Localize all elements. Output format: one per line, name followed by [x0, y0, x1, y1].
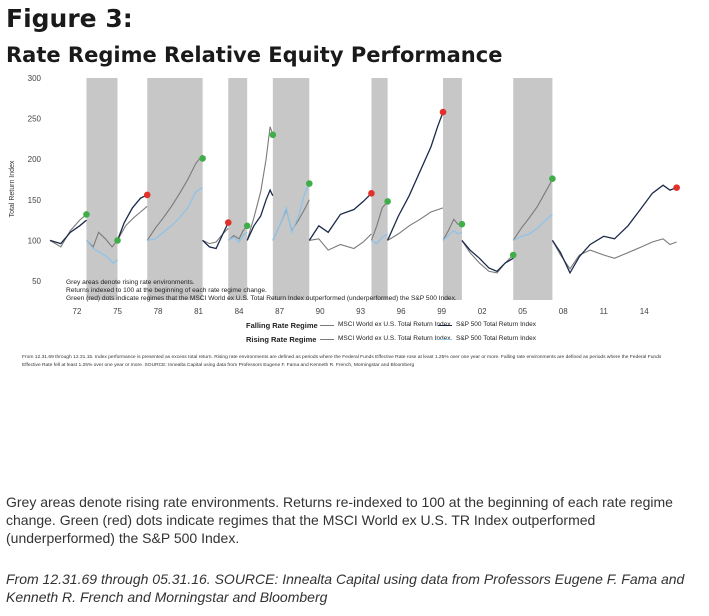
- sp500-line-regime-12: [461, 239, 514, 273]
- sp500-line-regime-7: [272, 183, 310, 241]
- figure-label: Figure 3:: [6, 4, 133, 33]
- legend-swatch-sp-rising: [438, 339, 452, 340]
- rising-rate-shade-6: [513, 78, 553, 300]
- sp500-line-regime-9: [371, 233, 388, 245]
- rising-rate-shade-3: [272, 78, 310, 300]
- y-tick-150: 150: [28, 196, 42, 205]
- legend-swatch-msci-rising: [320, 339, 334, 340]
- outperform-dot-6: [269, 131, 277, 139]
- legend-falling-label: Falling Rate Regime: [246, 321, 318, 330]
- underperform-dot-14: [673, 184, 680, 191]
- msci-line-regime-10: [387, 207, 444, 241]
- figure-caption: Grey areas denote rising rate environmen…: [6, 494, 673, 546]
- legend-msci-falling-label: MSCI World ex U.S. Total Return Index: [338, 321, 451, 328]
- chart-annotation-line-2: Green (red) dots indicate regimes that t…: [66, 295, 457, 302]
- x-tick-87: 87: [275, 307, 284, 316]
- msci-line-regime-8: [309, 233, 372, 251]
- x-tick-90: 90: [316, 307, 325, 316]
- y-axis-label: Total Return Index: [9, 160, 16, 217]
- x-tick-11: 11: [600, 307, 609, 316]
- rising-rate-shade-4: [371, 78, 388, 300]
- outperform-dot-13: [549, 175, 556, 182]
- underperform-dot-2: [143, 191, 151, 199]
- msci-line-regime-0: [49, 213, 87, 248]
- figure-title: Rate Regime Relative Equity Performance: [6, 43, 503, 67]
- outperform-dot-11: [458, 220, 466, 228]
- underperform-dot-10: [439, 108, 447, 116]
- sp500-line-regime-10: [387, 111, 444, 241]
- rate-regime-chart: 300 250 200 150 100 50 Total Return Index 72 75 7…: [9, 74, 680, 316]
- x-tick-84: 84: [235, 307, 244, 316]
- sp500-line-regime-6: [246, 188, 274, 241]
- msci-line-regime-12: [461, 240, 514, 274]
- x-tick-75: 75: [113, 307, 122, 316]
- outperform-dot-12: [509, 251, 517, 259]
- y-tick-300: 300: [28, 74, 42, 83]
- sp500-line-regime-5: [227, 231, 248, 244]
- legend-msci-rising-label: MSCI World ex U.S. Total Return Index: [338, 335, 451, 342]
- msci-line-regime-2: [117, 205, 148, 241]
- y-tick-250: 250: [28, 115, 42, 124]
- sp500-line-regime-8: [308, 192, 372, 241]
- underperform-dot-4: [224, 219, 232, 226]
- x-tick-99: 99: [437, 307, 446, 316]
- outperform-dot-5: [243, 222, 251, 230]
- y-tick-200: 200: [28, 155, 42, 164]
- rising-rate-shade-2: [228, 78, 248, 300]
- legend-swatch-msci-falling: [320, 325, 334, 326]
- x-tick-81: 81: [194, 307, 203, 316]
- x-tick-78: 78: [154, 307, 163, 316]
- sp500-line-regime-14: [551, 184, 677, 275]
- sp500-line-regime-1: [85, 239, 118, 264]
- x-tick-72: 72: [73, 307, 82, 316]
- msci-line-regime-13: [512, 179, 553, 241]
- x-tick-05: 05: [518, 307, 527, 316]
- x-tick-93: 93: [356, 307, 365, 316]
- chart-source-note: From 12.31.69 through 12.31.15. Index pe…: [22, 355, 662, 368]
- y-tick-50: 50: [32, 277, 41, 286]
- legend-sp-falling-label: S&P 500 Total Return Index: [456, 321, 536, 328]
- rising-rate-shade-1: [147, 78, 203, 300]
- figure-source: From 12.31.69 through 05.31.16. SOURCE: …: [6, 571, 685, 605]
- rising-rate-shade-0: [86, 78, 118, 300]
- x-tick-02: 02: [478, 307, 487, 316]
- chart-annotation-line-0: Grey areas denote rising rate environmen…: [66, 279, 195, 286]
- sp500-line-regime-11: [442, 229, 463, 241]
- sp500-line-regime-13: [512, 213, 553, 241]
- outperform-dot-3: [199, 155, 206, 162]
- rising-rate-shade-5: [443, 78, 462, 300]
- outperform-dot-9: [384, 198, 391, 205]
- legend-rising-label: Rising Rate Regime: [246, 335, 317, 344]
- x-tick-14: 14: [640, 307, 649, 316]
- msci-line-regime-14: [551, 238, 677, 270]
- sp500-line-regime-0: [49, 219, 87, 245]
- sp500-line-regime-2: [116, 194, 148, 241]
- x-tick-96: 96: [397, 307, 406, 316]
- sp500-line-regime-3: [147, 187, 203, 242]
- msci-line-regime-9: [370, 201, 389, 241]
- msci-line-regime-5: [227, 225, 248, 241]
- chart-annotation-line-1: Returns indexed to 100 at the beginning …: [66, 287, 267, 294]
- sp500-line-regime-4: [202, 222, 229, 250]
- x-tick-08: 08: [559, 307, 568, 316]
- msci-line-regime-6: [246, 126, 274, 241]
- msci-line-regime-1: [86, 231, 118, 248]
- underperform-dot-8: [368, 190, 375, 197]
- legend-swatch-sp-falling: [438, 325, 452, 326]
- outperform-dot-7: [306, 180, 313, 187]
- y-tick-100: 100: [28, 236, 42, 245]
- outperform-dot-1: [114, 237, 121, 244]
- msci-line-regime-3: [146, 154, 204, 241]
- msci-line-regime-4: [202, 227, 229, 245]
- legend-sp-rising-label: S&P 500 Total Return Index: [456, 335, 536, 342]
- outperform-dot-0: [83, 211, 90, 218]
